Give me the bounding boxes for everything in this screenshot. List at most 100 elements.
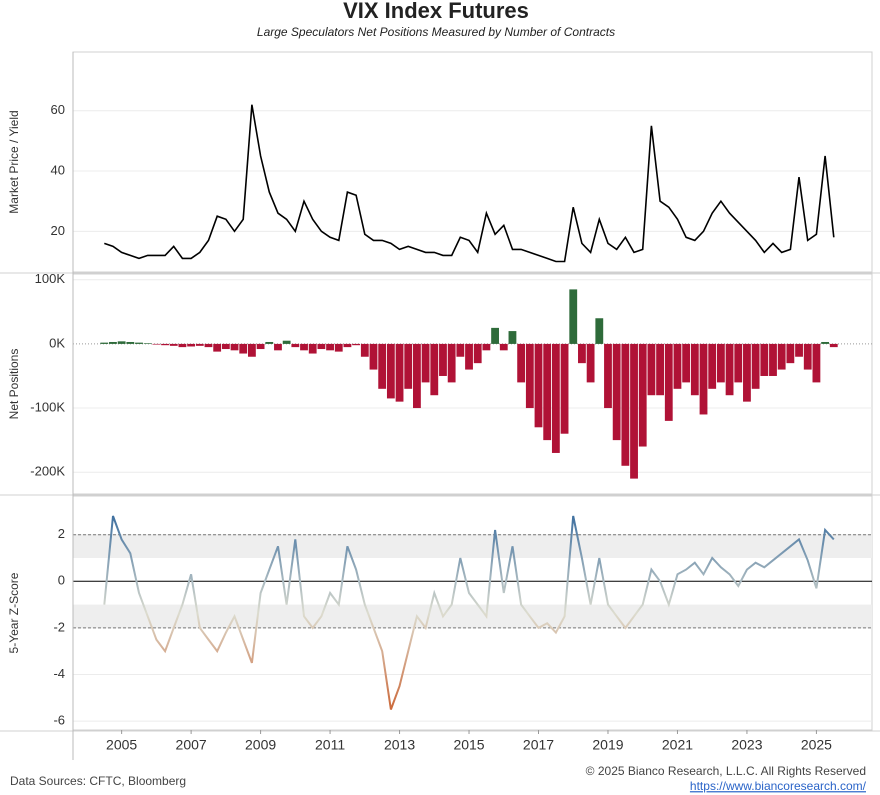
bar [673, 343, 682, 389]
y-tick-label: -200K [30, 464, 65, 479]
band [73, 534, 872, 558]
bar [690, 343, 699, 396]
bar [308, 343, 317, 354]
x-tick-label: 2005 [106, 737, 137, 753]
bar [369, 343, 378, 370]
bar [239, 343, 248, 354]
y-tick-label: 60 [51, 102, 65, 117]
bar [378, 343, 387, 389]
x-tick-label: 2019 [592, 737, 623, 753]
bar [143, 343, 152, 344]
bar [256, 343, 265, 350]
y-axis-label: Market Price / Yield [7, 110, 21, 213]
bar [135, 342, 143, 344]
bar [769, 343, 777, 376]
bar [682, 343, 691, 383]
panel-frame [72, 51, 873, 273]
bar [716, 343, 725, 383]
bar [786, 343, 795, 364]
line-series [103, 515, 835, 710]
y-tick-label: -100K [30, 399, 65, 414]
x-tick-label: 2017 [523, 737, 554, 753]
bar [743, 343, 751, 402]
x-tick-label: 2023 [731, 737, 762, 753]
bar [569, 289, 578, 344]
bar [204, 343, 213, 348]
bar [326, 343, 334, 351]
bar [534, 343, 543, 428]
y-tick-label: -2 [53, 619, 65, 634]
x-tick-label: 2013 [384, 737, 415, 753]
y-axis-label: 5-Year Z-Score [7, 572, 21, 653]
bar [795, 343, 803, 357]
bar [812, 343, 821, 383]
x-tick-label: 2009 [245, 737, 276, 753]
bar [647, 343, 656, 396]
bar [551, 343, 560, 453]
bar [300, 343, 308, 351]
bar [386, 343, 395, 399]
sources: Data Sources: CFTC, Bloomberg [10, 774, 186, 788]
bar [630, 343, 638, 479]
bar [152, 343, 161, 345]
x-tick-label: 2015 [453, 737, 484, 753]
bar [543, 343, 552, 441]
bar [161, 343, 169, 346]
bar [413, 343, 421, 409]
bar [491, 327, 499, 344]
bar [656, 343, 664, 396]
y-axis-label: Net Positions [7, 349, 21, 420]
bar [499, 343, 508, 351]
x-tick-label: 2011 [315, 737, 345, 753]
bar [109, 341, 117, 344]
url-link[interactable]: https://www.biancoresearch.com/ [690, 779, 867, 793]
bar [821, 341, 830, 344]
bar [195, 343, 204, 346]
bar [169, 343, 178, 346]
x-tick-label: 2007 [176, 737, 207, 753]
y-tick-label: -4 [53, 666, 65, 681]
y-tick-label: 2 [58, 526, 65, 541]
bar [213, 343, 222, 352]
bar [265, 341, 274, 344]
bar [734, 343, 743, 383]
bar [465, 343, 473, 370]
bar [595, 318, 604, 344]
bar [291, 343, 300, 348]
bar [517, 343, 526, 383]
x-tick-label: 2025 [801, 737, 832, 753]
bar [317, 343, 326, 350]
bar [178, 343, 187, 348]
chart-title: VIX Index Futures [343, 0, 529, 23]
bar [586, 343, 595, 383]
y-tick-label: -6 [53, 713, 65, 728]
bar [360, 343, 369, 357]
bar [247, 343, 256, 357]
bar [221, 343, 230, 350]
bar [621, 343, 630, 466]
bar [699, 343, 708, 415]
bar [525, 343, 534, 409]
bar [343, 343, 352, 348]
bar [352, 343, 361, 346]
y-tick-label: 0 [58, 573, 65, 588]
chart-subtitle: Large Speculators Net Positions Measured… [257, 25, 615, 39]
bar [578, 343, 586, 364]
bar [187, 343, 196, 347]
bar [638, 343, 647, 447]
bar [404, 343, 413, 389]
bar [117, 341, 126, 344]
bar [274, 343, 282, 351]
bar [439, 343, 447, 376]
y-tick-label: 40 [51, 162, 65, 177]
bar [447, 343, 456, 383]
y-tick-label: 20 [51, 223, 65, 238]
bar [395, 343, 404, 402]
bar [725, 343, 734, 396]
bar [473, 343, 482, 364]
bar [829, 343, 838, 348]
x-tick-label: 2021 [662, 737, 693, 753]
bar [421, 343, 430, 383]
bar [430, 343, 439, 396]
bar [482, 343, 491, 351]
